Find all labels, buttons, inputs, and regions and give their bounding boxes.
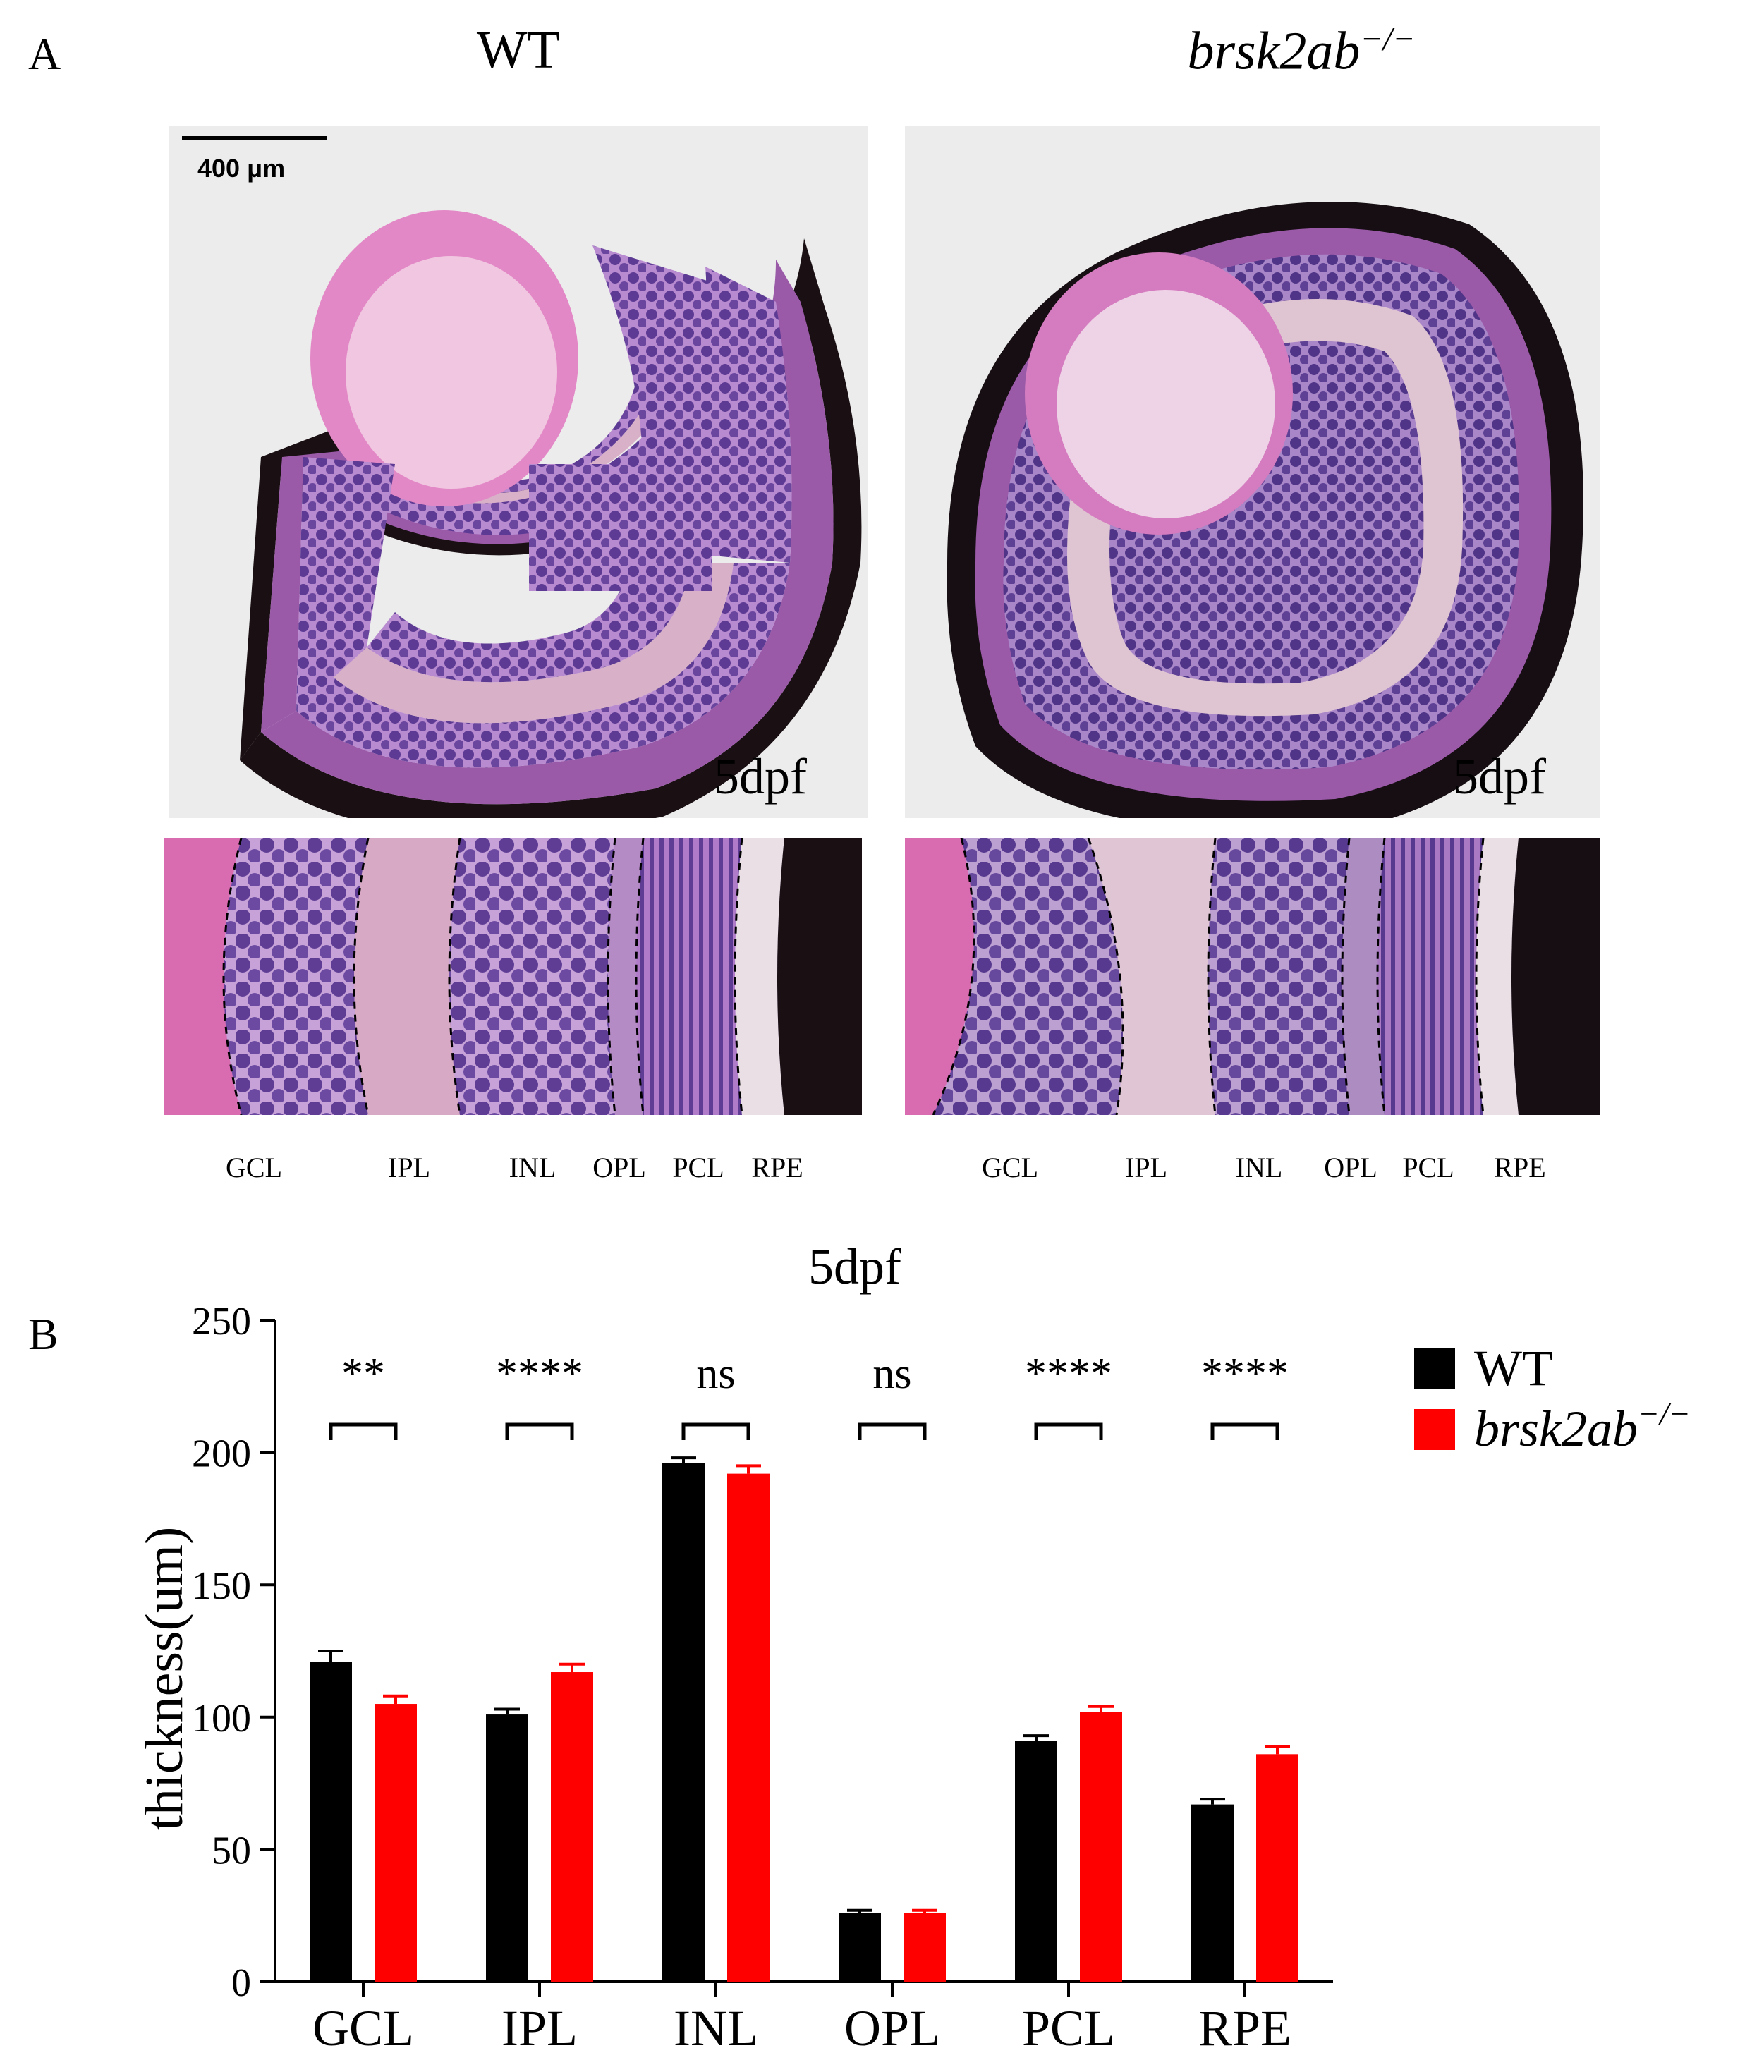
y-tick-label: 50 — [212, 1829, 251, 1872]
mutant-layer-label-rpe: RPE — [1494, 1152, 1546, 1183]
significance-label: **** — [1025, 1350, 1112, 1398]
mutant-layer-label-opl: OPL — [1324, 1152, 1377, 1183]
wt-layers-closeup — [164, 838, 862, 1115]
panel-a-letter: A — [28, 29, 61, 79]
wt-column-title: WT — [476, 20, 561, 80]
y-tick-label: 200 — [192, 1432, 251, 1476]
wt-layer-label-pcl: PCL — [672, 1152, 724, 1183]
significance-bracket — [505, 1422, 574, 1440]
mutant-stage-label: 5dpf — [1453, 748, 1546, 805]
panel-b-letter: B — [28, 1309, 59, 1359]
significance-annotations: ** **** ns ns **** **** — [329, 1350, 1289, 1440]
wt-layer-label-gcl: GCL — [226, 1152, 282, 1183]
mutant-layer-label-pcl: PCL — [1402, 1152, 1454, 1183]
y-axis: 0 50 100 150 200 250 — [192, 1300, 276, 2005]
bar-mutant — [375, 1704, 417, 1982]
mutant-title-sup: −/− — [1360, 20, 1416, 58]
y-axis-label: thickness(um) — [135, 1527, 194, 1831]
mutant-eye-micrograph — [905, 126, 1600, 818]
wt-layer-label-inl: INL — [509, 1152, 556, 1183]
bar-wt — [486, 1714, 528, 1982]
x-tick-label: IPL — [501, 2000, 578, 2056]
legend-swatch-wt — [1414, 1348, 1455, 1389]
bar-mutant — [1080, 1712, 1122, 1982]
x-tick-label: RPE — [1198, 2000, 1291, 2056]
significance-label: ** — [341, 1350, 385, 1398]
wt-layer-label-ipl: IPL — [388, 1152, 430, 1183]
legend-mutant-sup: −/− — [1638, 1396, 1691, 1432]
significance-bracket — [1210, 1422, 1279, 1440]
scale-bar-label: 400 μm — [197, 154, 286, 183]
bar-wt — [662, 1463, 705, 1982]
chart-title: 5dpf — [808, 1238, 901, 1295]
legend-label-wt: WT — [1474, 1340, 1553, 1396]
wt-eye-micrograph — [169, 126, 868, 818]
mutant-layer-label-gcl: GCL — [982, 1152, 1038, 1183]
significance-bracket — [329, 1422, 398, 1440]
bar-mutant — [904, 1913, 946, 1982]
legend: WT brsk2ab−/− — [1414, 1340, 1691, 1457]
wt-layer-label-opl: OPL — [592, 1152, 646, 1183]
legend-label-mutant: brsk2ab−/− — [1474, 1396, 1691, 1457]
y-tick-label: 100 — [192, 1697, 251, 1741]
bar-mutant — [727, 1473, 770, 1982]
significance-label: ns — [872, 1350, 911, 1398]
legend-swatch-mutant — [1414, 1409, 1455, 1450]
y-tick-label: 0 — [231, 1961, 251, 2005]
mutant-layer-label-ipl: IPL — [1125, 1152, 1167, 1183]
mutant-layer-label-inl: INL — [1235, 1152, 1283, 1183]
y-tick-label: 250 — [192, 1300, 251, 1343]
wt-stage-label: 5dpf — [714, 748, 807, 805]
bar-mutant — [1256, 1754, 1298, 1982]
significance-label: **** — [1201, 1350, 1289, 1398]
scale-bar — [182, 136, 327, 140]
mutant-layers-closeup — [905, 838, 1600, 1115]
significance-label: **** — [496, 1350, 583, 1398]
x-tick-label: OPL — [844, 2000, 940, 2056]
bar-wt — [1191, 1804, 1234, 1982]
mutant-column-title: brsk2ab−/− — [1090, 20, 1513, 82]
y-tick-label: 150 — [192, 1564, 251, 1608]
bar-wt — [839, 1913, 881, 1982]
significance-bracket — [1034, 1422, 1103, 1440]
significance-label: ns — [696, 1350, 735, 1398]
x-tick-label: PCL — [1022, 2000, 1115, 2056]
mutant-title-text: brsk2ab — [1187, 21, 1361, 81]
bars — [310, 1456, 1298, 1982]
bar-chart: 5dpf thickness(um) 0 50 100 150 200 250 GCL IP… — [135, 1238, 1691, 2056]
wt-layer-label-rpe: RPE — [751, 1152, 803, 1183]
x-tick-label: INL — [674, 2000, 758, 2056]
bar-wt — [310, 1662, 352, 1982]
legend-mutant-name: brsk2ab — [1474, 1401, 1638, 1457]
bar-wt — [1015, 1741, 1057, 1982]
significance-bracket — [858, 1422, 927, 1440]
bar-mutant — [551, 1672, 593, 1982]
significance-bracket — [681, 1422, 750, 1440]
x-tick-label: GCL — [312, 2000, 414, 2056]
x-axis: GCL IPL INL OPL PCL RPE — [275, 1980, 1333, 2056]
